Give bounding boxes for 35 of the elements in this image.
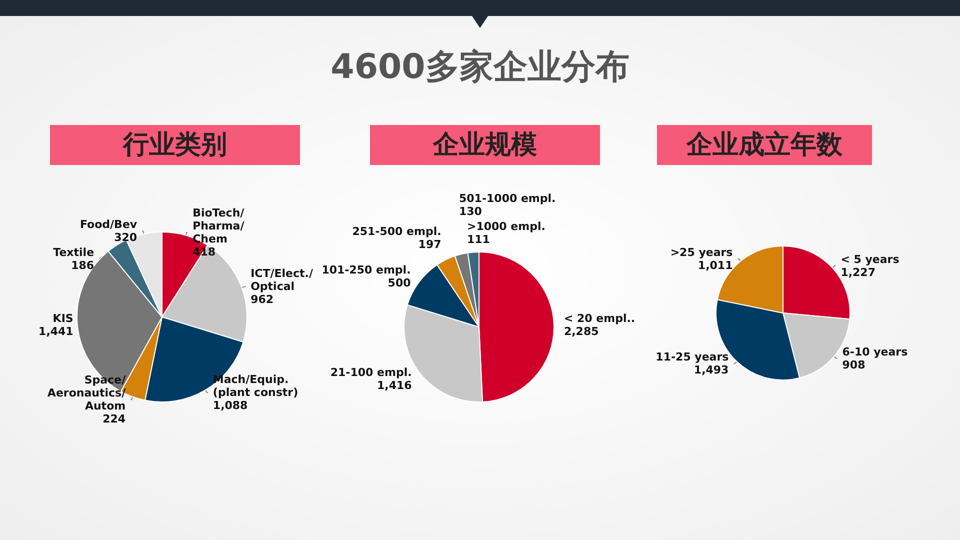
slice-label: 21-100 empl.	[330, 366, 412, 380]
slice-label: Textile	[53, 246, 94, 260]
slice-label: < 5 years	[840, 252, 900, 266]
slice-label: >25 years	[670, 246, 734, 259]
data-label: 320	[114, 231, 138, 244]
data-label: 1,011	[698, 258, 733, 272]
data-label: 1,088	[212, 399, 248, 412]
text: 4600多家企业分布	[330, 46, 630, 89]
chart-title: 行业类别	[50, 125, 300, 165]
slice-label: < 20 empl..	[564, 312, 636, 326]
data-label: 224	[102, 412, 126, 426]
slice-label: 251-500 empl.	[352, 224, 442, 238]
slice-label: ICT/Elect./ Optical	[250, 267, 314, 294]
slice-label: 11-25 years	[656, 350, 730, 364]
slice-label: Food/Bev	[80, 218, 138, 232]
slice-label: BioTech/ Pharma/ Chem	[192, 206, 246, 246]
slice-label: 101-250 empl.	[322, 263, 411, 276]
data-label: 186	[71, 259, 94, 272]
slice-label: >1000 empl.	[467, 220, 546, 233]
data-label: 1,227	[840, 266, 876, 279]
slice-label: KIS	[52, 312, 74, 325]
chart-title: 企业规模	[370, 125, 600, 165]
data-label: 908	[842, 358, 866, 372]
data-label: 1,416	[376, 379, 412, 392]
slice-label: 501-1000 empl.	[459, 192, 556, 205]
data-label: 2,285	[564, 325, 599, 338]
slice-label: 6-10 years	[842, 345, 908, 358]
data-label: 500	[388, 276, 412, 290]
data-label: 111	[467, 233, 490, 246]
data-label: 1,493	[694, 364, 729, 377]
data-label: 130	[459, 205, 482, 218]
data-label: 1,441	[38, 324, 74, 338]
chart-title: 企业成立年数	[657, 125, 872, 165]
data-label: 962	[250, 293, 274, 306]
data-label: 197	[418, 238, 442, 251]
